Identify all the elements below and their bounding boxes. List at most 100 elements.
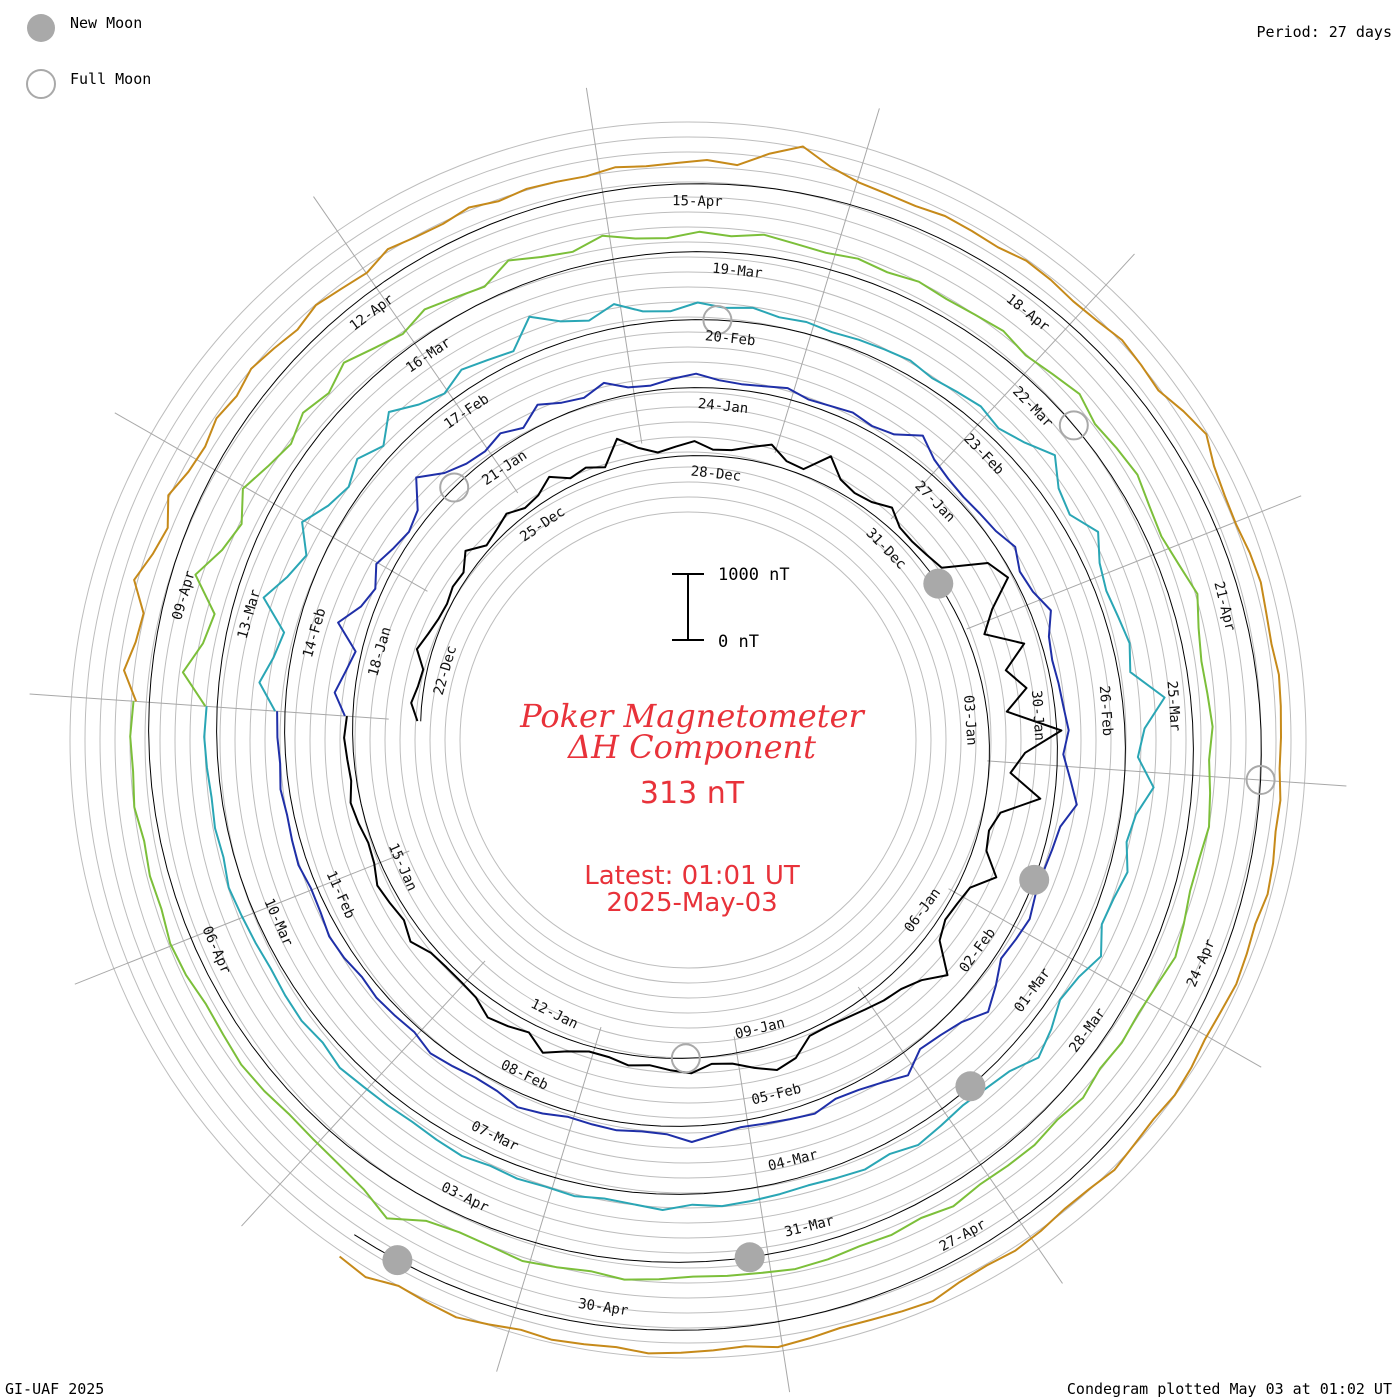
grid-ring — [324, 376, 1052, 1104]
date-label: 03-Jan — [960, 695, 979, 747]
grid-ring — [189, 241, 1187, 1239]
grid-ring — [444, 496, 932, 984]
legend: New Moon Full Moon — [26, 14, 151, 99]
spoke — [966, 495, 1302, 630]
full-moon-marker — [1245, 765, 1276, 795]
new-moon-marker — [382, 1245, 413, 1276]
date-label: 24-Jan — [697, 396, 749, 417]
date-label: 27-Apr — [937, 1216, 989, 1255]
series-line-turn-5 — [123, 145, 1282, 1355]
date-label: 13-Mar — [235, 588, 264, 641]
grid-ring — [144, 196, 1232, 1284]
date-label: 06-Jan — [901, 885, 944, 935]
grid-ring — [84, 136, 1292, 1344]
series-line-turn-1 — [343, 437, 1063, 1075]
grid-ring — [69, 121, 1307, 1359]
spoke — [857, 986, 1063, 1284]
spoke — [774, 108, 880, 454]
scale-top-label: 1000 nT — [718, 565, 790, 585]
spoke — [313, 196, 519, 494]
date-label: 11-Feb — [323, 868, 358, 921]
grid-ring — [279, 331, 1097, 1149]
spoke — [948, 888, 1262, 1068]
grid-ring — [294, 346, 1082, 1134]
period-label: Period: 27 days — [1257, 23, 1392, 41]
full-moon-icon — [26, 69, 56, 99]
legend-full-moon-label: Full Moon — [70, 70, 151, 88]
date-label: 12-Apr — [347, 291, 397, 334]
latest-date: 2025-May-03 — [606, 888, 777, 918]
grid-ring — [174, 226, 1202, 1254]
date-label: 15-Jan — [385, 841, 420, 894]
legend-new-moon-label: New Moon — [70, 14, 142, 32]
series-line-turn-3 — [203, 301, 1166, 1211]
date-label: 12-Jan — [528, 996, 580, 1033]
date-label: 15-Apr — [672, 193, 723, 210]
scale-bottom-label: 0 nT — [718, 632, 759, 652]
grid-ring — [414, 466, 962, 1014]
date-label: 25-Dec — [517, 504, 568, 546]
series-line-turn-2 — [276, 372, 1078, 1143]
grid-ring — [339, 391, 1037, 1089]
date-label: 28-Mar — [1066, 1005, 1109, 1055]
date-label: 20-Feb — [704, 328, 756, 349]
full-moon-marker — [1058, 410, 1089, 441]
date-label: 30-Jan — [1028, 690, 1047, 742]
new-moon-marker — [1019, 864, 1050, 895]
spoke — [733, 1036, 791, 1393]
date-label: 18-Jan — [365, 625, 394, 678]
baseline-turn-5 — [148, 183, 1262, 1331]
grid-ring — [249, 301, 1127, 1179]
credit-label: GI-UAF 2025 — [5, 1380, 104, 1398]
series-lines — [123, 145, 1282, 1355]
full-moon-marker — [702, 305, 733, 335]
spoke — [241, 960, 486, 1227]
current-value: 313 nT — [640, 776, 745, 811]
date-label: 09-Apr — [169, 569, 198, 622]
grid-ring — [399, 451, 977, 1029]
baseline-turn-1 — [352, 455, 990, 1059]
series-line-turn-4 — [129, 230, 1214, 1281]
date-label: 16-Mar — [403, 335, 454, 377]
date-label: 28-Dec — [690, 464, 742, 485]
full-moon-marker — [670, 1043, 701, 1074]
moon-markers — [382, 305, 1276, 1276]
new-moon-marker — [734, 1242, 765, 1273]
scale-bar: 1000 nT 0 nT — [672, 565, 790, 652]
grid-ring — [384, 436, 992, 1044]
date-label: 30-Apr — [577, 1296, 629, 1319]
baseline-turn-3 — [216, 319, 1126, 1195]
series-baselines — [148, 183, 1262, 1331]
grid-ring — [264, 316, 1112, 1164]
spoke — [987, 760, 1347, 787]
grid-ring — [99, 151, 1277, 1329]
grid-ring — [459, 511, 917, 969]
chart-title: Poker Magnetometer — [519, 697, 865, 735]
spoke — [114, 412, 428, 592]
grid-ring — [219, 271, 1157, 1209]
date-label: 19-Mar — [711, 261, 763, 282]
latest-time: Latest: 01:01 UT — [584, 861, 800, 891]
plotted-label: Condegram plotted May 03 at 01:02 UT — [1067, 1380, 1392, 1398]
date-label: 26-Feb — [1096, 685, 1115, 737]
new-moon-marker — [923, 568, 954, 599]
grid-ring — [429, 481, 947, 999]
grid-ring — [159, 211, 1217, 1269]
spoke — [496, 1026, 602, 1372]
date-label: 25-Mar — [1164, 680, 1183, 732]
date-label: 05-Feb — [750, 1081, 803, 1109]
new-moon-icon — [27, 14, 55, 42]
date-label: 22-Dec — [431, 644, 460, 697]
date-label: 31-Mar — [783, 1213, 836, 1241]
spoke — [585, 87, 643, 444]
date-label: 27-Jan — [911, 478, 958, 525]
spoke — [29, 693, 389, 720]
date-label: 24-Apr — [1184, 937, 1219, 990]
baseline-turn-2 — [284, 387, 1058, 1127]
date-label: 04-Mar — [766, 1147, 819, 1175]
chart-subtitle: ΔH Component — [566, 728, 816, 766]
full-moon-marker — [439, 472, 470, 503]
new-moon-marker — [955, 1071, 986, 1102]
date-label: 31-Dec — [862, 525, 909, 572]
